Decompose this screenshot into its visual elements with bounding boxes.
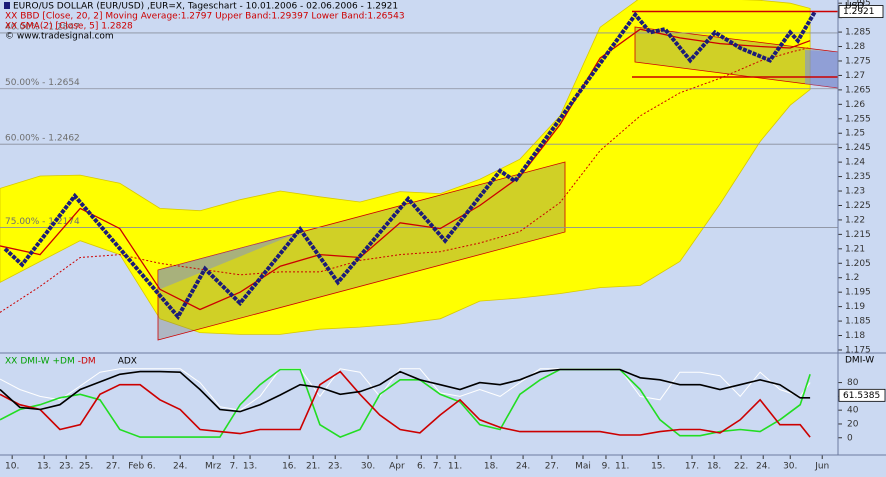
fib-label: 50.00% - 1.2654: [5, 78, 80, 88]
x-tick-label: 18.: [707, 462, 721, 472]
indicator-line: [0, 28, 811, 311]
x-tick-label: 18.: [484, 462, 498, 472]
dmi-line: [0, 368, 811, 438]
legend-prefix: XX: [5, 357, 17, 367]
y-tick-label: 1.21: [845, 244, 865, 254]
y-tick-label: 1.245: [845, 143, 871, 153]
legend-entry: DMI-W: [20, 357, 49, 367]
channel-shade: [805, 50, 838, 88]
y-tick-label: 1.275: [845, 56, 871, 66]
y-tick-label: 1.225: [845, 201, 871, 211]
legend-entry: +DM: [52, 357, 74, 367]
y-tick-label: 1.23: [845, 187, 865, 197]
y-tick-label: 1.265: [845, 85, 871, 95]
dmi-panel: [0, 368, 811, 438]
y-tick-label: 1.175: [845, 345, 871, 355]
x-tick-label: 24.: [173, 462, 187, 472]
bollinger-band: [0, 0, 811, 335]
y-tick-label: 1.215: [845, 230, 871, 240]
x-tick-label: 10.: [5, 462, 19, 472]
channel-shade: [158, 232, 300, 290]
x-tick-label: 22.: [734, 462, 748, 472]
x-tick-label: 9.: [602, 462, 611, 472]
x-tick-label: 15.: [651, 462, 665, 472]
x-tick-label: 16.: [282, 462, 296, 472]
x-tick-label: 11.: [615, 462, 629, 472]
credit: © www.tradesignal.com: [5, 32, 114, 42]
x-tick-label: 13.: [37, 462, 51, 472]
price-bricks: [3, 10, 817, 321]
dmi-line: [0, 368, 811, 413]
y-tick-label: 1.285: [845, 28, 871, 38]
y-tick-label: 80: [847, 378, 859, 388]
x-tick-label: 7.: [433, 462, 442, 472]
x-tick-label: Apr: [389, 462, 405, 472]
indicator-label: XX BBD [Close, 20, 2] Moving Average:1.2…: [5, 12, 405, 22]
x-tick-label: Mai: [575, 462, 591, 472]
x-tick-label: Feb 6.: [128, 462, 155, 472]
axis-label: DMI-W: [845, 356, 874, 366]
fib-label: 75.00% - 1.2174: [5, 217, 80, 227]
y-tick-label: 0: [847, 433, 853, 443]
y-tick-label: 1.235: [845, 172, 871, 182]
x-tick-label: 25.: [79, 462, 93, 472]
y-tick-label: 1.28: [845, 42, 865, 52]
indicator-label: XX SMA(2) [Close, 5] 1.2828: [5, 22, 133, 32]
last-price-label: 1.2921: [843, 7, 875, 17]
x-tick-label: 24.: [756, 462, 770, 472]
y-tick-label: 20: [847, 419, 859, 429]
dmi-line: [0, 370, 811, 438]
x-tick-label: Mrz: [205, 462, 221, 472]
x-tick-label: 24.: [516, 462, 530, 472]
legend-entry: ADX: [118, 357, 137, 367]
y-tick-label: 1.195: [845, 288, 871, 298]
y-tick-label: 1.295: [845, 0, 871, 9]
y-tick-label: 1.24: [845, 158, 865, 168]
last-price-box: [838, 5, 884, 18]
fib-label: 40.00% - 1.2847: [5, 22, 80, 32]
y-tick-label: 1.22: [845, 215, 865, 225]
y-tick-label: 1.19: [845, 302, 865, 312]
title-icon: [4, 2, 10, 9]
y-tick-label: 1.26: [845, 100, 865, 110]
last-value-label: 61.5385: [843, 391, 880, 401]
x-tick-label: 7.: [230, 462, 239, 472]
x-tick-label: 17.: [685, 462, 699, 472]
y-tick-label: 1.205: [845, 259, 871, 269]
price-panel: 40.00% - 1.2847 50.00% - 1.2654 60.00% - 1…: [0, 0, 838, 341]
x-tick-label: 11.: [448, 462, 462, 472]
axis-label: USD: [845, 2, 864, 12]
last-value-box: [838, 388, 886, 402]
x-tick-label: 23.: [59, 462, 73, 472]
dmi-line: [0, 368, 811, 411]
channel: [157, 161, 566, 341]
y-tick-label: 40: [847, 406, 859, 416]
y-tick-label: 1.2: [845, 273, 859, 283]
chart-title: EURO/US DOLLAR (EUR/USD) ,EUR=X, Tagesch…: [13, 2, 398, 12]
y-tick-label: 1.18: [845, 331, 865, 341]
x-tick-label: 30.: [361, 462, 375, 472]
x-tick-label: 6.: [417, 462, 426, 472]
axes: 1.2921 1.175 1.18 1.185 1.19 1.195 1.2 1.205 1.2…: [5, 0, 886, 472]
y-tick-label: 1.255: [845, 114, 871, 124]
x-tick-label: 13.: [243, 462, 257, 472]
legend-entry: -DM: [78, 357, 96, 367]
y-tick-label: 1.27: [845, 71, 865, 81]
x-tick-label: 21.: [306, 462, 320, 472]
y-tick-label: 1.185: [845, 317, 871, 327]
x-tick-label: 30.: [783, 462, 797, 472]
x-tick-label: 27.: [545, 462, 559, 472]
channel: [634, 26, 838, 89]
fib-label: 60.00% - 1.2462: [5, 134, 80, 144]
x-tick-label: 23.: [328, 462, 342, 472]
x-tick-label: Jun: [814, 462, 829, 472]
x-tick-label: 27.: [106, 462, 120, 472]
y-tick-label: 1.25: [845, 129, 865, 139]
